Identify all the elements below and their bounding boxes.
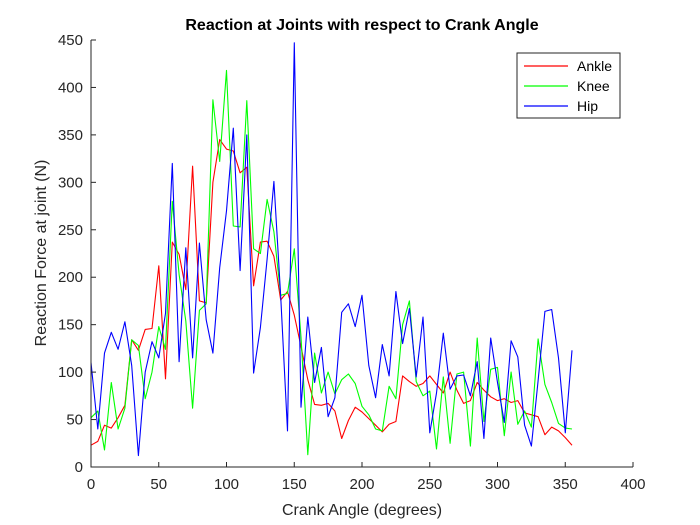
y-tick-label: 200: [58, 269, 83, 286]
x-tick-label: 300: [485, 476, 510, 493]
y-tick-label: 150: [58, 317, 83, 334]
x-tick-label: 100: [214, 476, 239, 493]
x-axis-ticks: 0 50 100 150 200 250 300 350 400: [87, 462, 646, 493]
y-tick-label: 50: [66, 412, 83, 429]
series-line-knee: [90, 69, 573, 456]
chart-title: Reaction at Joints with respect to Crank…: [185, 17, 538, 34]
y-tick-label: 100: [58, 364, 83, 381]
y-tick-label: 450: [58, 32, 83, 49]
x-tick-label: 350: [553, 476, 578, 493]
y-tick-label: 300: [58, 174, 83, 191]
y-tick-label: 400: [58, 79, 83, 96]
x-axis-label: Crank Angle (degrees): [282, 502, 442, 519]
series-line-hip: [90, 42, 573, 457]
y-tick-label: 250: [58, 222, 83, 239]
x-tick-label: 250: [417, 476, 442, 493]
legend-label-ankle: Ankle: [577, 58, 612, 74]
y-axis-label: Reaction Force at joint (N): [33, 160, 50, 347]
series-layer: [90, 42, 573, 457]
legend[interactable]: Ankle Knee Hip: [516, 52, 621, 119]
y-axis-ticks: 0 50 100 150 200 250 300 350 400 450: [58, 32, 96, 476]
legend-label-knee: Knee: [577, 78, 610, 94]
x-tick-label: 50: [150, 476, 167, 493]
y-tick-label: 0: [75, 459, 83, 476]
x-tick-label: 0: [87, 476, 95, 493]
x-tick-label: 200: [349, 476, 374, 493]
x-tick-label: 400: [620, 476, 645, 493]
y-tick-label: 350: [58, 127, 83, 144]
x-tick-label: 150: [282, 476, 307, 493]
legend-label-hip: Hip: [577, 98, 598, 114]
